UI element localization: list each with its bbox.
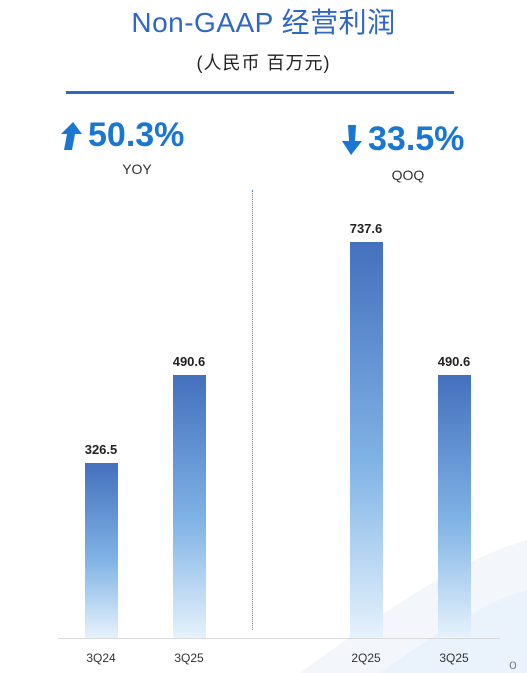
x-tick-label: 3Q24	[86, 651, 116, 665]
arrow-up-icon	[61, 121, 82, 150]
arrow-down-icon	[342, 124, 362, 155]
chart-title: Non-GAAP 经营利润	[131, 7, 396, 38]
x-axis-baseline	[58, 638, 500, 639]
yoy-value: 50.3%	[88, 116, 185, 154]
yoy-kpi: 50.3%	[58, 116, 184, 155]
x-tick-label: 3Q25	[439, 651, 469, 665]
bar-2q25-2	[349, 242, 383, 638]
group-divider	[252, 190, 253, 630]
qoq-label: QOQ	[391, 167, 425, 183]
qoq-value: 33.5%	[368, 120, 465, 158]
x-tick-label: 2Q25	[351, 651, 381, 665]
bar-3q25-1	[172, 374, 206, 638]
x-tick-label: 3Q25	[174, 651, 204, 665]
title-underline	[66, 91, 454, 94]
bar-3q25-3	[437, 374, 471, 638]
corner-mark: o	[509, 656, 517, 672]
bar-value-label: 737.6	[349, 221, 383, 236]
bar-value-label: 326.5	[84, 441, 118, 457]
bar-value-label: 490.6	[172, 353, 206, 369]
qoq-kpi: 33.5%	[340, 120, 464, 159]
bar-value-label: 490.6	[437, 353, 471, 369]
chart-subtitle: (人民币 百万元)	[196, 53, 331, 73]
bar-3q24-0	[84, 462, 118, 638]
yoy-label: YOY	[122, 161, 152, 177]
